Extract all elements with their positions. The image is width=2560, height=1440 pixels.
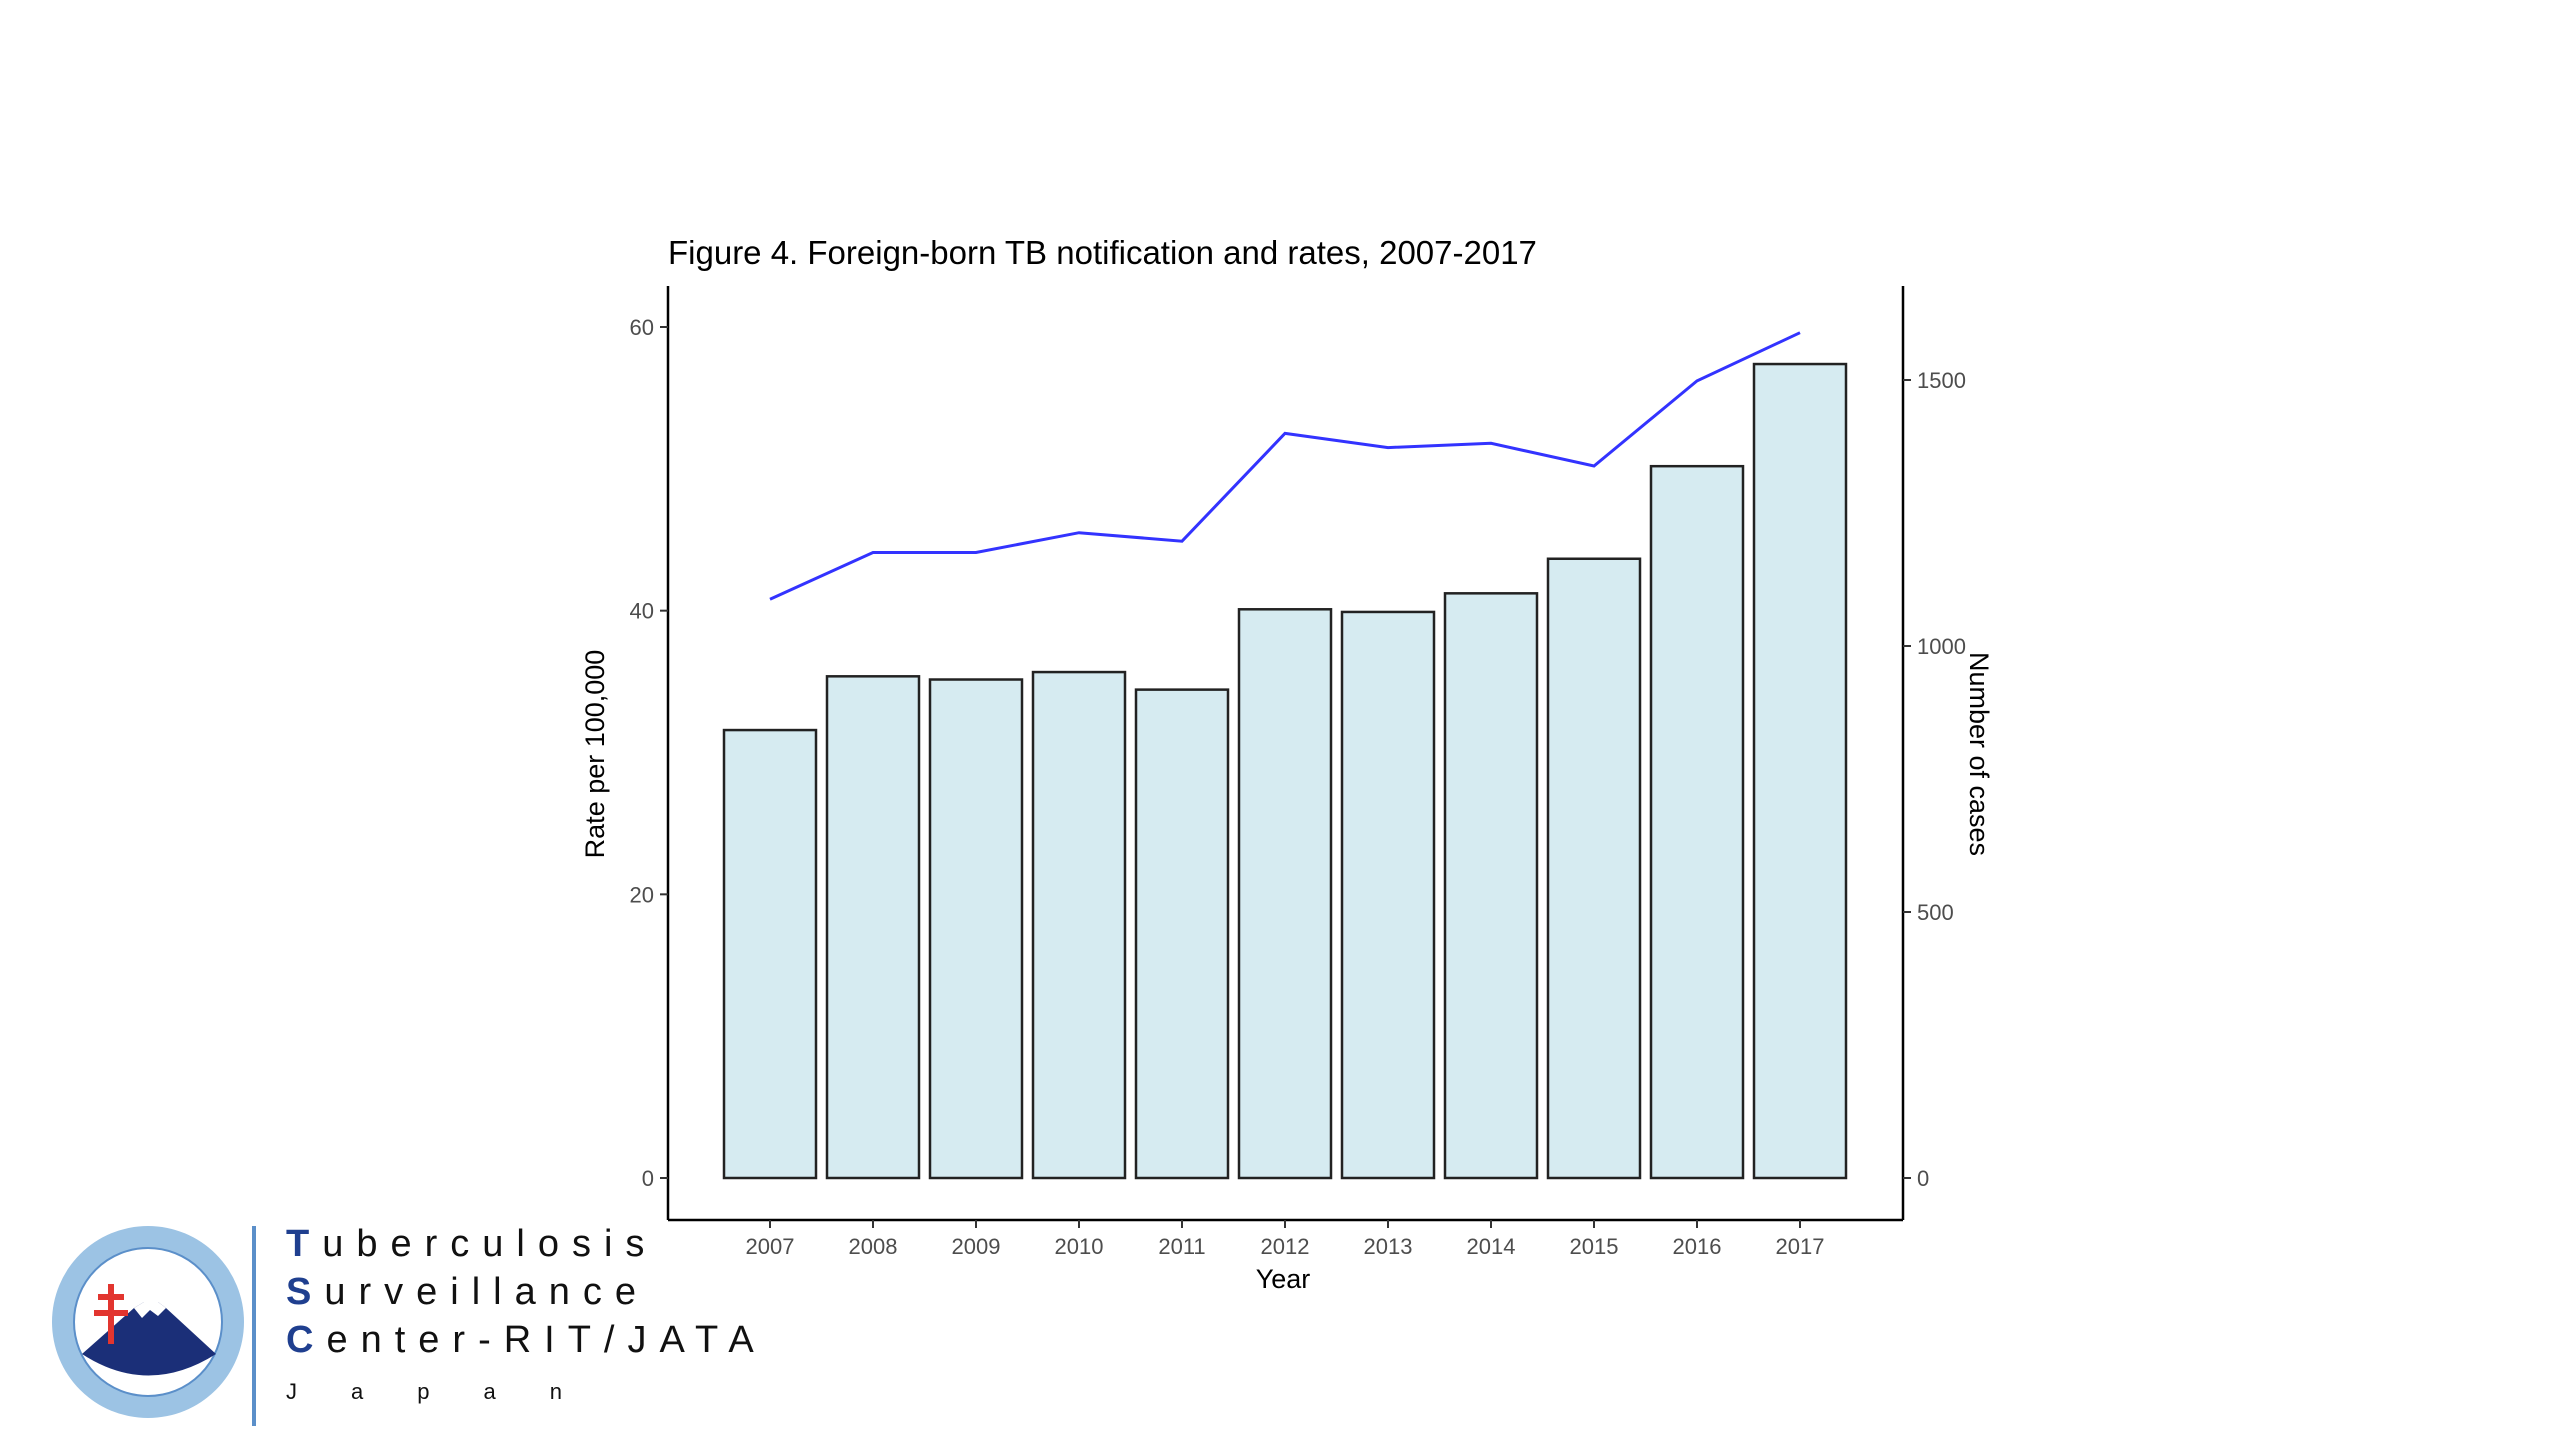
axes-layer: 0 20 40 60 0 500 1000 1500 2007 2008 2009 2010 2011 2… (630, 286, 1966, 1259)
y-left-tick-label: 0 (642, 1166, 654, 1191)
bar-2010 (1031, 670, 1127, 1180)
bar-2014 (1443, 592, 1539, 1180)
y-right-tick-label: 1000 (1917, 634, 1966, 659)
x-tick-label-2012: 2012 (1261, 1234, 1310, 1259)
y-right-tick-label: 1500 (1917, 368, 1966, 393)
x-tick-label-2011: 2011 (1158, 1234, 1205, 1259)
bar-2015 (1546, 557, 1642, 1180)
org-line-1: Tuberculosis (286, 1220, 767, 1268)
bar-2011 (1134, 688, 1230, 1180)
x-tick-label-2010: 2010 (1055, 1234, 1104, 1259)
x-tick-label-2015: 2015 (1570, 1234, 1619, 1259)
org-line-1-initial: T (286, 1223, 323, 1265)
x-axis-label: Year (1256, 1264, 1311, 1294)
org-line-3-rest: enter-RIT/JATA (326, 1319, 767, 1361)
y-axis-left-label: Rate per 100,000 (580, 650, 610, 859)
x-tick-label-2008: 2008 (849, 1234, 898, 1259)
bar-2013 (1340, 610, 1436, 1180)
bar-2017 (1752, 362, 1848, 1180)
x-tick-label-2016: 2016 (1673, 1234, 1722, 1259)
y-right-tick-label: 0 (1917, 1166, 1929, 1191)
y-left-tick-label: 20 (630, 882, 654, 907)
org-line-3-initial: C (286, 1319, 327, 1361)
x-tick-label-2007: 2007 (746, 1234, 795, 1259)
seal-logo-icon (52, 1226, 244, 1418)
org-line-3: Center-RIT/JATA (286, 1316, 767, 1364)
bar-2008 (825, 675, 921, 1180)
tsc-logo: Tuberculosis Surveillance Center-RIT/JAT… (48, 1210, 754, 1430)
x-tick-label-2009: 2009 (952, 1234, 1001, 1259)
org-line-1-rest: uberculosis (322, 1223, 658, 1265)
y-left-tick-label: 40 (630, 599, 654, 624)
org-line-2-initial: S (286, 1271, 325, 1313)
x-tick-label-2017: 2017 (1776, 1234, 1825, 1259)
bars-layer (722, 362, 1848, 1180)
y-right-tick-label: 500 (1917, 900, 1954, 925)
x-tick-label-2013: 2013 (1364, 1234, 1413, 1259)
logo-divider (252, 1226, 256, 1426)
y-axis-right-label: Number of cases (1964, 652, 1994, 856)
org-line-2-rest: urveillance (324, 1271, 650, 1313)
country-label: Japan (286, 1379, 616, 1404)
bar-2007 (722, 728, 818, 1180)
bar-2012 (1237, 608, 1333, 1180)
rate-line-layer (769, 331, 1801, 601)
rate-line (769, 331, 1801, 601)
x-tick-label-2014: 2014 (1467, 1234, 1516, 1259)
bar-2016 (1649, 464, 1745, 1180)
org-line-2: Surveillance (286, 1268, 767, 1316)
chart-title: Figure 4. Foreign-born TB notification a… (668, 234, 1537, 271)
y-left-tick-label: 60 (630, 315, 654, 340)
bar-2009 (928, 678, 1024, 1180)
organization-name: Tuberculosis Surveillance Center-RIT/JAT… (286, 1220, 767, 1416)
